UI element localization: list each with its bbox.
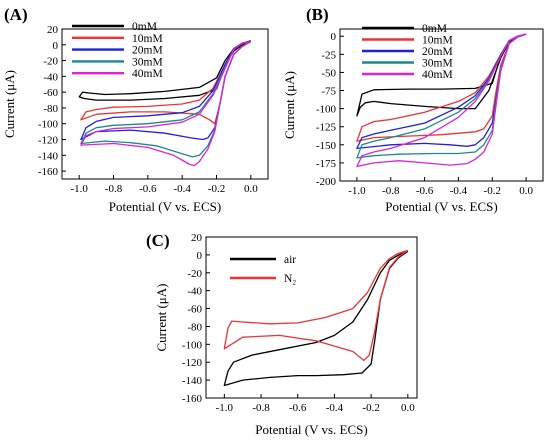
panel-b-y-tick-label: -200: [316, 176, 337, 188]
panel-a-series-group: [78, 40, 252, 167]
panel-b-legend-label: 0mM: [422, 23, 447, 35]
panel-b-x-tick-label: -0.2: [484, 185, 501, 197]
panel-a-x-tick-label: -0.4: [173, 183, 191, 195]
panel-a-y-tick-label: 0: [53, 40, 59, 52]
panel-b-x-tick-label: -1.0: [348, 185, 366, 197]
panel-b-x-tick-label: -0.8: [382, 185, 400, 197]
panel-b-y-tick-label: -75: [321, 86, 336, 98]
panel-c-x-tick-label: -0.4: [326, 402, 344, 414]
panel-c-series-line: [223, 249, 409, 362]
panel-a-y-axis-title: Current (μA): [2, 70, 17, 138]
panel-a-y-tick-label: -140: [38, 150, 59, 162]
panel-b-legend-label: 10mM: [422, 35, 453, 47]
panel-a-x-tick-label: 0.0: [244, 183, 258, 195]
panel-c-legend: air N₂: [230, 254, 296, 285]
panel-b-legend-label: 40mM: [422, 69, 453, 81]
panel-c-label: (C): [146, 231, 170, 250]
panel-c-y-tick-label: -60: [187, 304, 202, 316]
panel-c-y-tick-label: -40: [187, 286, 202, 298]
panel-a-x-tick-label: -0.6: [139, 183, 157, 195]
panel-a: (A) -1.0 -0.8 -0.6 -0.4 -0.2 0.0 20 0 -20 -40 -60 -8…: [2, 5, 269, 214]
panel-c-series-line: [223, 250, 409, 387]
panel-a-y-tick-label: -160: [38, 166, 59, 178]
panel-c-y-tick-label: -20: [187, 268, 202, 280]
panel-c-legend-label: N₂: [284, 273, 296, 285]
panel-b-y-axis-title: Current (μA): [282, 71, 297, 139]
panel-a-y-tick-label: -40: [43, 71, 58, 83]
panel-c-y-tick-label: -120: [182, 357, 203, 369]
panel-b-y-tick-label: -100: [316, 104, 337, 116]
panel-a-y-tick-label: -20: [43, 56, 58, 68]
panel-b-series-line: [356, 33, 527, 117]
panel-b-series-line: [356, 33, 527, 168]
panel-b-plot-frame: [339, 28, 544, 182]
panel-a-label: (A): [4, 5, 28, 24]
panel-c-y-tick-label: -160: [182, 393, 203, 405]
panel-a-legend-label: 40mM: [132, 68, 163, 80]
panel-a-legend-label: 30mM: [132, 56, 163, 68]
panel-a-y-tick-label: -120: [38, 135, 59, 147]
panel-c-y-tick-label: -100: [182, 339, 203, 351]
panel-c-legend-label: air: [284, 254, 296, 266]
panel-c-y-tick-label: 20: [191, 232, 203, 244]
panel-c-y-tick-label: -140: [182, 375, 203, 387]
panel-c-x-tick-label: -1.0: [216, 402, 234, 414]
panel-b-y-tick-label: -25: [321, 49, 336, 61]
panel-a-y-tick-label: -100: [38, 119, 59, 131]
panel-b-y-tick-label: -50: [321, 67, 336, 79]
panel-a-x-tick-label: -0.2: [208, 183, 225, 195]
panel-b-y-tick-label: 0: [331, 31, 337, 43]
panel-c-x-tick-label: -0.2: [362, 402, 379, 414]
panel-a-y-tick-label: -80: [43, 103, 58, 115]
panel-a-x-tick-label: -1.0: [70, 183, 88, 195]
panel-c-y-tick-label: 0: [197, 250, 203, 262]
panel-b-x-axis-title: Potential (V vs. ECS): [385, 199, 497, 214]
panel-a-plot-frame: [61, 28, 269, 180]
panel-b-label: (B): [306, 5, 329, 24]
panel-b-y-tick-label: -175: [316, 158, 337, 170]
panel-a-series-line: [80, 40, 252, 158]
panel-b-y-tick-label: -125: [316, 122, 337, 134]
panel-c-x-tick-label: -0.6: [289, 402, 307, 414]
panel-b-x-tick-label: 0.0: [519, 185, 533, 197]
panel-a-x-axis-title: Potential (V vs. ECS): [109, 199, 221, 214]
panel-b-legend-label: 20mM: [422, 46, 453, 58]
panel-c-x-tick-label: -0.8: [252, 402, 270, 414]
panel-a-y-tick-label: 20: [47, 24, 59, 36]
panel-c-y-axis-title: Current (μA): [154, 284, 169, 352]
panel-b-series-line: [356, 33, 527, 142]
panel-c-plot-frame: [205, 236, 418, 399]
panel-a-y-tick-label: -60: [43, 87, 58, 99]
panel-c-y-tick-label: -80: [187, 321, 202, 333]
panel-b-y-tick-label: -150: [316, 140, 337, 152]
panel-a-series-line: [80, 40, 252, 167]
panel-a-x-tick-label: -0.8: [105, 183, 123, 195]
panel-c-series-group: [223, 249, 409, 387]
panel-b-x-tick-label: -0.4: [450, 185, 468, 197]
panel-a-legend-label: 0mM: [132, 21, 157, 33]
panel-b: (B) -1.0 -0.8 -0.6 -0.4 -0.2 0.0 0 -25 -50 -75 -100…: [282, 5, 544, 214]
panel-b-x-tick-label: -0.6: [416, 185, 434, 197]
panel-c-x-tick-label: 0.0: [401, 402, 415, 414]
panel-b-legend-label: 30mM: [422, 58, 453, 70]
panel-a-legend-label: 10mM: [132, 33, 163, 45]
panel-b-series-group: [356, 33, 527, 168]
panel-c-x-axis-title: Potential (V vs. ECS): [255, 422, 367, 437]
panel-a-series-line: [80, 40, 252, 125]
panel-a-legend-label: 20mM: [132, 45, 163, 57]
panel-c: (C) -1.0 -0.8 -0.6 -0.4 -0.2 0.0 20 0 -20 -40 -60 -8…: [146, 231, 418, 437]
